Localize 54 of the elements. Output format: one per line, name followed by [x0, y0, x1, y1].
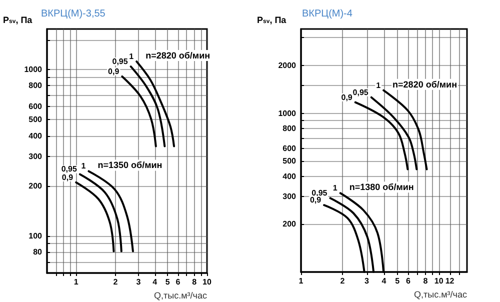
x-axis-title: Q,тыс.м³/час: [414, 290, 468, 300]
x-tick-label: 5: [395, 276, 400, 286]
annotation: n=2820 об/мин: [146, 50, 210, 60]
series-label: 0,9: [341, 92, 353, 102]
y-tick-label: 400: [282, 172, 297, 181]
x-tick-label: 1: [298, 276, 304, 286]
y-tick-label: 800: [28, 81, 43, 90]
x-tick-label: 10: [202, 278, 212, 286]
y-tick-label: 80: [33, 248, 43, 257]
series-label: 1: [129, 52, 134, 61]
x-axis-title: Q,тыс.м³/час: [154, 290, 208, 300]
x-tick-label: 2: [113, 278, 118, 286]
y-tick-label: 200: [28, 181, 43, 190]
series-label: 0,9: [62, 172, 74, 182]
series-label: 1: [376, 80, 382, 90]
chart-title: ВКРЦ(М)-3,55: [41, 8, 106, 20]
x-tick-label: 1: [74, 278, 79, 286]
y-tick-label: 1000: [24, 64, 43, 74]
x-tick-label: 8: [423, 276, 428, 286]
series-label: 0,9: [108, 66, 120, 76]
annotation: n=1350 об/мин: [98, 160, 162, 170]
y-tick-label: 100: [28, 232, 43, 241]
annotation: n=1380 об/мин: [349, 182, 414, 192]
series-label: 1: [81, 162, 86, 171]
series-label: 0,9: [310, 196, 322, 205]
series-label: 0,95: [312, 188, 328, 198]
x-tick-label: 2: [340, 276, 346, 286]
x-tick-label: 4: [152, 278, 158, 286]
y-tick-label: 500: [28, 115, 43, 124]
x-tick-label: 6: [176, 278, 181, 286]
x-tick-label: 6: [406, 276, 412, 286]
series-label: 0,95: [61, 164, 78, 174]
y-tick-label: 600: [282, 144, 297, 154]
y-tick-label: 1000: [278, 108, 297, 118]
series-label: 0,95: [352, 88, 369, 97]
x-tick-label: 4: [382, 276, 387, 286]
x-tick-label: 12: [445, 276, 455, 286]
series-label: 1: [332, 184, 338, 193]
y-tick-label: 800: [282, 124, 297, 134]
x-tick-label: 10: [434, 276, 444, 286]
y-tick-label: 400: [28, 131, 43, 140]
y-tick-label: 2000: [278, 61, 297, 70]
x-tick-label: 3: [136, 278, 142, 286]
x-tick-label: 3: [364, 276, 370, 286]
y-tick-label: 300: [28, 152, 43, 162]
y-tick-label: 300: [282, 192, 297, 201]
x-tick-label: 8: [192, 278, 198, 286]
y-tick-label: 600: [28, 102, 43, 111]
chart-title: ВКРЦ(М)-4: [302, 8, 353, 20]
y-tick-label: 500: [282, 156, 297, 166]
x-tick-label: 5: [165, 278, 170, 286]
series-label: 0,95: [112, 57, 128, 66]
y-tick-label: 200: [282, 220, 297, 229]
annotation: n=2820 об/мин: [392, 79, 458, 90]
